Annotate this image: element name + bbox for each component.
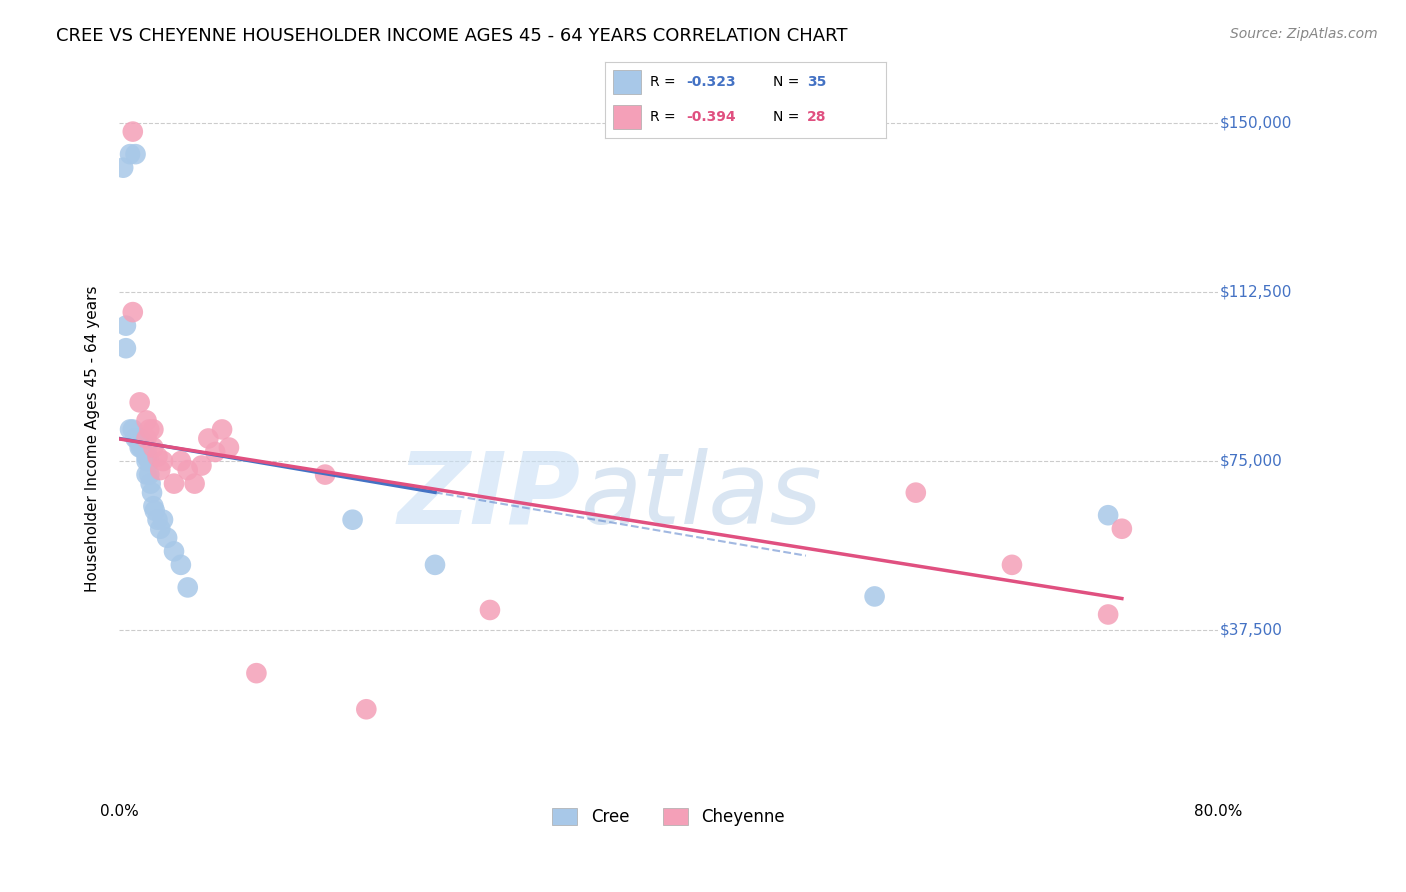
Point [149,522,172,536]
Text: 35: 35 [807,75,827,89]
Text: $37,500: $37,500 [1220,623,1284,638]
Point [128,432,150,446]
Legend: Cree, Cheyenne: Cree, Cheyenne [544,800,793,835]
Text: R =: R = [650,110,679,124]
Point [132,441,155,455]
Point [118,422,141,436]
Point [135,445,157,459]
Text: atlas: atlas [581,448,823,545]
Point [314,467,336,482]
Point [124,432,146,446]
Point [163,544,186,558]
Point [129,441,152,455]
Text: -0.394: -0.394 [686,110,735,124]
FancyBboxPatch shape [613,70,641,95]
Point [138,422,160,436]
Point [904,485,927,500]
Point [132,436,155,450]
Y-axis label: Householder Income Ages 45 - 64 years: Householder Income Ages 45 - 64 years [86,285,100,591]
Point [149,463,172,477]
Point [177,463,200,477]
Text: N =: N = [773,75,804,89]
Point [163,476,186,491]
Text: R =: R = [650,75,679,89]
Text: -0.323: -0.323 [686,75,735,89]
Point [121,305,143,319]
Point [478,603,501,617]
Point [863,590,886,604]
Point [177,581,200,595]
Point [146,513,169,527]
Point [128,395,150,409]
Point [183,476,205,491]
Point [245,666,267,681]
Point [128,441,150,455]
Point [170,558,193,572]
Point [1001,558,1024,572]
Point [138,467,160,482]
Point [218,441,240,455]
Point [115,318,138,333]
Point [142,499,165,513]
Point [135,467,157,482]
Point [1097,508,1119,523]
Text: Source: ZipAtlas.com: Source: ZipAtlas.com [1230,27,1378,41]
Text: 28: 28 [807,110,827,124]
Text: $150,000: $150,000 [1220,115,1292,130]
Point [423,558,446,572]
Point [356,702,378,716]
Point [1097,607,1119,622]
Point [135,450,157,464]
Point [124,147,146,161]
Text: $75,000: $75,000 [1220,453,1282,468]
Point [143,504,166,518]
Point [152,513,174,527]
Point [139,476,162,491]
Point [121,125,143,139]
Point [125,432,148,446]
Point [141,485,163,500]
Point [121,422,143,436]
Text: N =: N = [773,110,804,124]
Point [142,441,165,455]
Point [170,454,193,468]
Point [1111,522,1133,536]
Point [135,432,157,446]
Point [342,513,364,527]
Point [156,531,179,545]
Point [115,341,138,355]
Point [135,454,157,468]
Point [190,458,212,473]
Point [118,147,141,161]
Point [204,445,226,459]
Point [112,161,135,175]
Point [152,454,174,468]
FancyBboxPatch shape [613,105,641,129]
Point [135,413,157,427]
Point [146,450,169,464]
Point [197,432,219,446]
Point [211,422,233,436]
Text: $112,500: $112,500 [1220,285,1292,300]
Point [142,422,165,436]
Point [138,454,160,468]
Text: ZIP: ZIP [398,448,581,545]
Text: CREE VS CHEYENNE HOUSEHOLDER INCOME AGES 45 - 64 YEARS CORRELATION CHART: CREE VS CHEYENNE HOUSEHOLDER INCOME AGES… [56,27,848,45]
